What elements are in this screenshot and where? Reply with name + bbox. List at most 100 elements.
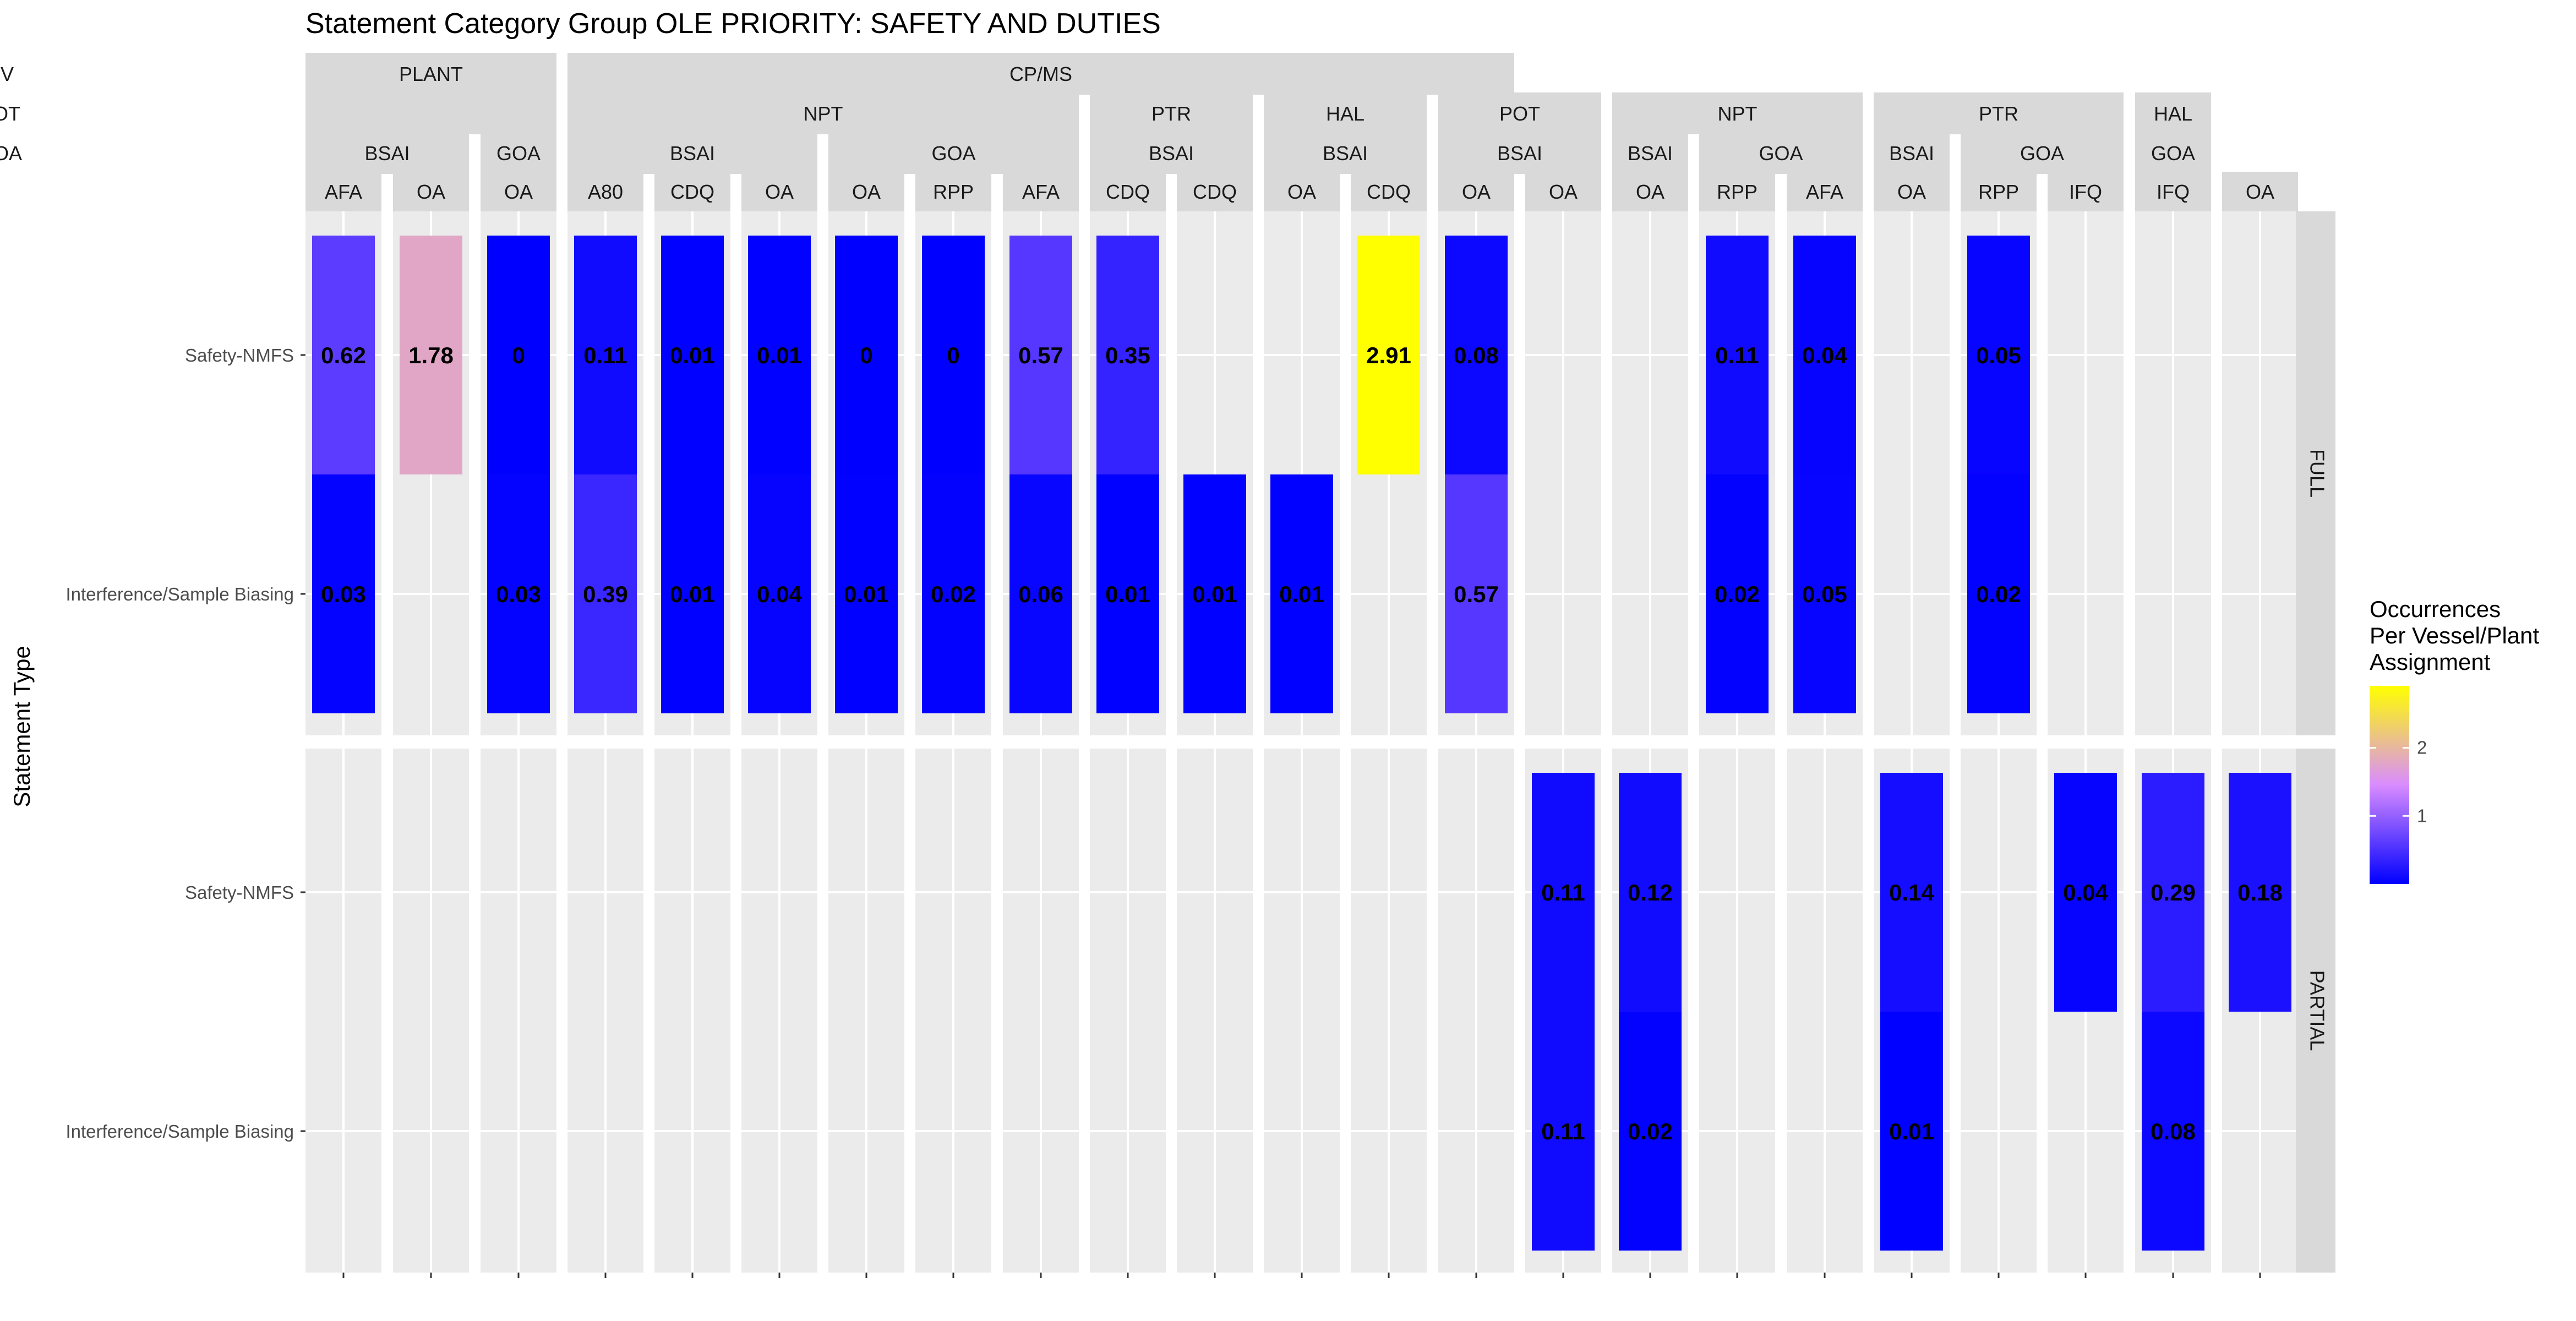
- cell-value-label: 0.02: [931, 581, 976, 607]
- heatmap-tile: [1096, 236, 1159, 474]
- legend-title-line: Per Vessel/Plant: [2370, 623, 2540, 648]
- cell-value-label: 0: [860, 342, 872, 368]
- column-strip: [1699, 172, 1775, 211]
- heatmap-tile: [2142, 1012, 2204, 1251]
- cell-value-label: 0.02: [1976, 581, 2021, 607]
- sector-strip: [305, 53, 556, 95]
- cell-value-label: 0.04: [2063, 880, 2108, 905]
- column-strip: [305, 172, 381, 211]
- column-strip: [567, 172, 643, 211]
- row-facet-strip: [2296, 211, 2335, 735]
- column-strip: [2135, 172, 2211, 211]
- gear-strip: [1612, 92, 1863, 134]
- facet-strips: PLANT CP/MS CV NPT PTR HAL POT NPT PTR HAL POT BSAI…: [0, 53, 2335, 1273]
- column-label: OA: [1636, 181, 1664, 203]
- area-strip: [1090, 132, 1253, 174]
- column-label: CDQ: [1193, 181, 1237, 203]
- heatmap-tile: [1532, 1012, 1595, 1251]
- gear-strip: [1874, 92, 2124, 134]
- heatmap-tile: [2229, 773, 2291, 1012]
- heatmap-tile: [748, 236, 811, 474]
- area-label: BSAI: [1628, 142, 1673, 165]
- heatmap-tile: [487, 236, 550, 474]
- column-label: AFA: [1022, 181, 1060, 203]
- column-label: AFA: [325, 181, 362, 203]
- row-facet-label: PARTIAL: [2306, 970, 2328, 1051]
- cell-value-label: 0.11: [1541, 1118, 1585, 1144]
- column-label: CDQ: [1367, 181, 1411, 203]
- cell-value-label: 0.01: [757, 342, 802, 368]
- area-label: BSAI: [364, 142, 410, 165]
- column-strip: [1264, 172, 1340, 211]
- column-strip: [915, 172, 991, 211]
- cell-value-label: 0.02: [1715, 581, 1760, 607]
- gear-label: HAL: [2154, 102, 2192, 125]
- column-label: RPP: [1978, 181, 2019, 203]
- sector-label: CP/MS: [1009, 63, 1072, 85]
- column-label: OA: [852, 181, 881, 203]
- heatmap-tile: [574, 474, 637, 713]
- cell-value-label: 0.01: [1279, 581, 1324, 607]
- area-strip: [305, 132, 469, 174]
- heatmap-tile: [1706, 236, 1769, 474]
- cell-value-label: 0.01: [844, 581, 889, 607]
- gear-label: POT: [1499, 102, 1540, 125]
- cell-value-label: 0.29: [2151, 880, 2196, 905]
- row-facet-strip: [2296, 749, 2335, 1273]
- heatmap-tile: [1009, 474, 1072, 713]
- cell-value-label: 0.35: [1105, 342, 1150, 368]
- column-label: OA: [1549, 181, 1578, 203]
- cell-value-label: 0.57: [1454, 581, 1499, 607]
- heatmap-tile: [661, 236, 724, 474]
- area-label: GOA: [2020, 142, 2064, 165]
- cell-value-label: 0.03: [321, 581, 366, 607]
- cell-value-label: 0: [947, 342, 959, 368]
- area-label: BSAI: [1323, 142, 1368, 165]
- cell-value-label: 0.12: [1628, 880, 1673, 905]
- column-strip: [1612, 172, 1688, 211]
- area-label: GOA: [0, 142, 22, 165]
- cell-value-label: 0.01: [1105, 581, 1150, 607]
- y-axis-label: Statement Type: [9, 646, 35, 807]
- cell-value-label: 0.11: [1715, 342, 1759, 368]
- heatmap-tile: [661, 474, 724, 713]
- heatmap-tile: [1183, 474, 1246, 713]
- heatmap-tile: [1619, 773, 1682, 1012]
- cell-value-label: 0.11: [1541, 880, 1585, 905]
- column-label: A80: [588, 181, 623, 203]
- heatmap-tile: [1793, 236, 1856, 474]
- heatmap-tile: [574, 236, 637, 474]
- heatmap-tile: [1357, 236, 1420, 474]
- column-label: CDQ: [670, 181, 714, 203]
- heatmap-tile: [1445, 474, 1508, 713]
- area-label: BSAI: [1149, 142, 1194, 165]
- column-label: OA: [1897, 181, 1926, 203]
- area-strip: [567, 132, 817, 174]
- column-label: OA: [765, 181, 794, 203]
- column-label: RPP: [1717, 181, 1758, 203]
- gear-label: HAL: [1326, 102, 1365, 125]
- heatmap-tile: [400, 236, 462, 474]
- heatmap-tile: [1270, 474, 1333, 713]
- column-label: OA: [1462, 181, 1491, 203]
- cell-value-label: 0.01: [1192, 581, 1237, 607]
- heatmap-tile: [1096, 474, 1159, 713]
- area-label: GOA: [1759, 142, 1803, 165]
- heatmap-tile: [1706, 474, 1769, 713]
- cell-value-label: 0.01: [670, 581, 715, 607]
- column-strip: [1177, 172, 1253, 211]
- area-strip: [1438, 132, 1601, 174]
- gear-strip: [2135, 92, 2211, 134]
- column-strip: [1438, 172, 1514, 211]
- axes: Safety-NMFS Interference/Sample Biasing Sa…: [66, 345, 2261, 1278]
- gear-label: POT: [0, 102, 20, 125]
- sector-label: CV: [0, 63, 14, 85]
- heatmap-tile: [1532, 773, 1595, 1012]
- column-strip: [2222, 172, 2298, 211]
- y-tick-label: Interference/Sample Biasing: [66, 1121, 294, 1142]
- cell-value-label: 0.39: [583, 581, 628, 607]
- row-facet-label: FULL: [2306, 449, 2328, 498]
- y-tick-label: Safety-NMFS: [185, 882, 294, 903]
